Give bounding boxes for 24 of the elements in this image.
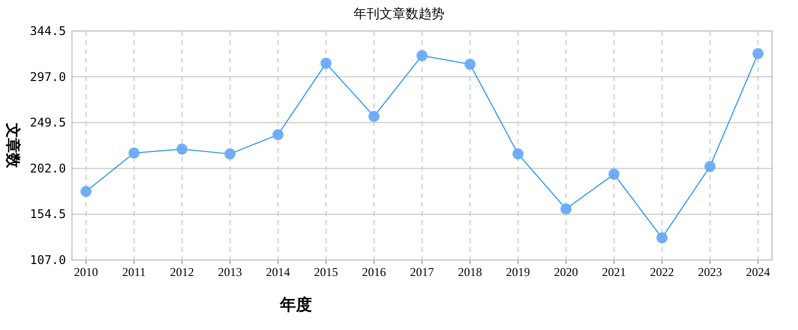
x-axis-title: 年度 bbox=[279, 295, 312, 314]
x-tick-label: 2024 bbox=[746, 265, 770, 279]
x-tick-label: 2017 bbox=[410, 265, 434, 279]
y-tick-label: 249.5 bbox=[30, 116, 66, 130]
x-tick-label: 2012 bbox=[170, 265, 194, 279]
x-tick-label: 2010 bbox=[74, 265, 98, 279]
chart-title: 年刊文章数趋势 bbox=[354, 7, 444, 22]
x-tick-label: 2023 bbox=[698, 265, 722, 279]
x-tick-label: 2018 bbox=[458, 265, 482, 279]
x-tick-label: 2020 bbox=[554, 265, 578, 279]
y-axis-title: 文章数 bbox=[4, 122, 22, 169]
y-tick-label: 202.0 bbox=[30, 161, 66, 176]
y-tick-label: 154.5 bbox=[30, 207, 66, 222]
x-tick-label: 2021 bbox=[602, 265, 626, 279]
y-tick-label: 344.5 bbox=[30, 24, 66, 38]
x-tick-label: 2019 bbox=[506, 265, 530, 279]
x-tick-label: 2014 bbox=[266, 265, 290, 279]
x-tick-label: 2013 bbox=[218, 265, 242, 279]
x-tick-label: 2015 bbox=[314, 265, 338, 279]
x-tick-label: 2011 bbox=[122, 265, 146, 279]
x-tick-label: 2016 bbox=[362, 265, 386, 279]
y-tick-label: 297.0 bbox=[30, 70, 66, 84]
y-tick-label: 107.0 bbox=[30, 253, 66, 267]
x-tick-label: 2022 bbox=[650, 265, 674, 279]
